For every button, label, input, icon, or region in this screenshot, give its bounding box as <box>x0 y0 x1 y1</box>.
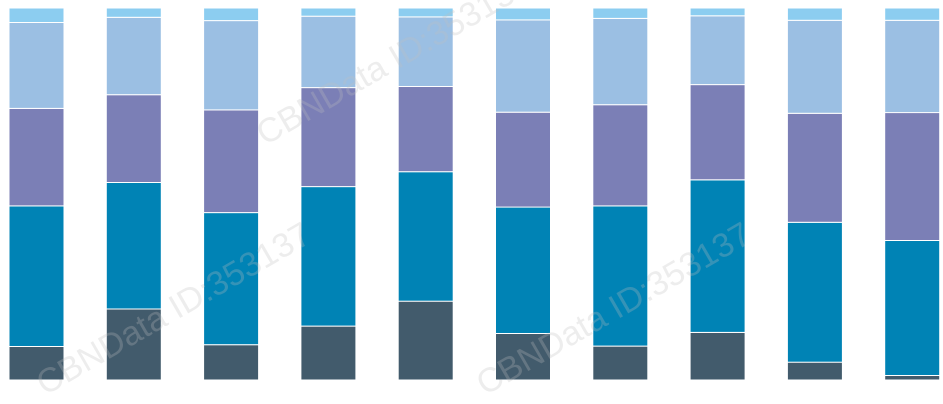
bar-segment-7-4 <box>592 17 649 106</box>
bar-segment-10-4 <box>884 19 941 114</box>
bar-segment-6-2 <box>495 206 551 334</box>
bar-segment-7-3 <box>592 104 649 207</box>
bar-segment-2-2 <box>105 182 162 310</box>
bar-segment-10-5 <box>884 7 941 21</box>
bar-segment-10-3 <box>884 112 941 241</box>
bar-segment-9-3 <box>786 112 843 223</box>
stacked-bar-chart <box>8 7 941 380</box>
bar-segment-5-3 <box>397 86 454 173</box>
bar-segment-1-1 <box>8 346 65 380</box>
bar-segment-5-5 <box>397 7 454 18</box>
bar-segment-4-5 <box>300 7 357 17</box>
bar-segment-8-5 <box>689 7 746 17</box>
bar-segment-9-5 <box>786 7 843 21</box>
bar-segment-3-4 <box>203 20 260 111</box>
bar-segment-4-1 <box>300 325 357 380</box>
bar-segment-3-5 <box>203 7 260 22</box>
bar-segment-3-2 <box>203 212 260 346</box>
bar-segment-7-1 <box>592 345 649 380</box>
bar-segment-1-4 <box>8 22 65 109</box>
bar-segment-1-5 <box>8 7 65 23</box>
bar-segment-6-4 <box>495 19 551 113</box>
bar-segment-1-3 <box>8 107 65 207</box>
bar-segment-2-5 <box>105 7 162 18</box>
bar-segment-10-2 <box>884 240 941 376</box>
bar-segment-5-1 <box>397 300 454 380</box>
bar-segment-6-3 <box>495 111 551 208</box>
bar-segment-8-4 <box>689 15 746 86</box>
bar-segment-2-4 <box>105 16 162 96</box>
bar-segment-1-2 <box>8 205 65 347</box>
bar-segment-3-1 <box>203 344 260 380</box>
bar-segment-9-4 <box>786 19 843 114</box>
bar-segment-10-1 <box>884 375 941 380</box>
bar-segment-5-4 <box>397 16 454 87</box>
bar-segment-8-1 <box>689 331 746 380</box>
bar-segment-2-1 <box>105 308 162 380</box>
bar-segment-2-3 <box>105 94 162 183</box>
bar-segment-8-3 <box>689 84 746 181</box>
bar-segment-6-1 <box>495 333 551 380</box>
bar-segment-3-3 <box>203 109 260 214</box>
bar-segment-9-2 <box>786 221 843 363</box>
bar-segment-8-2 <box>689 179 746 333</box>
bar-segment-7-2 <box>592 205 649 347</box>
bar-segment-7-5 <box>592 7 649 19</box>
bar-segment-5-2 <box>397 171 454 302</box>
bar-segment-4-2 <box>300 186 357 327</box>
bar-segment-6-5 <box>495 7 551 21</box>
bar-segment-9-1 <box>786 361 843 380</box>
bar-segment-4-4 <box>300 15 357 89</box>
bar-segment-4-3 <box>300 87 357 188</box>
